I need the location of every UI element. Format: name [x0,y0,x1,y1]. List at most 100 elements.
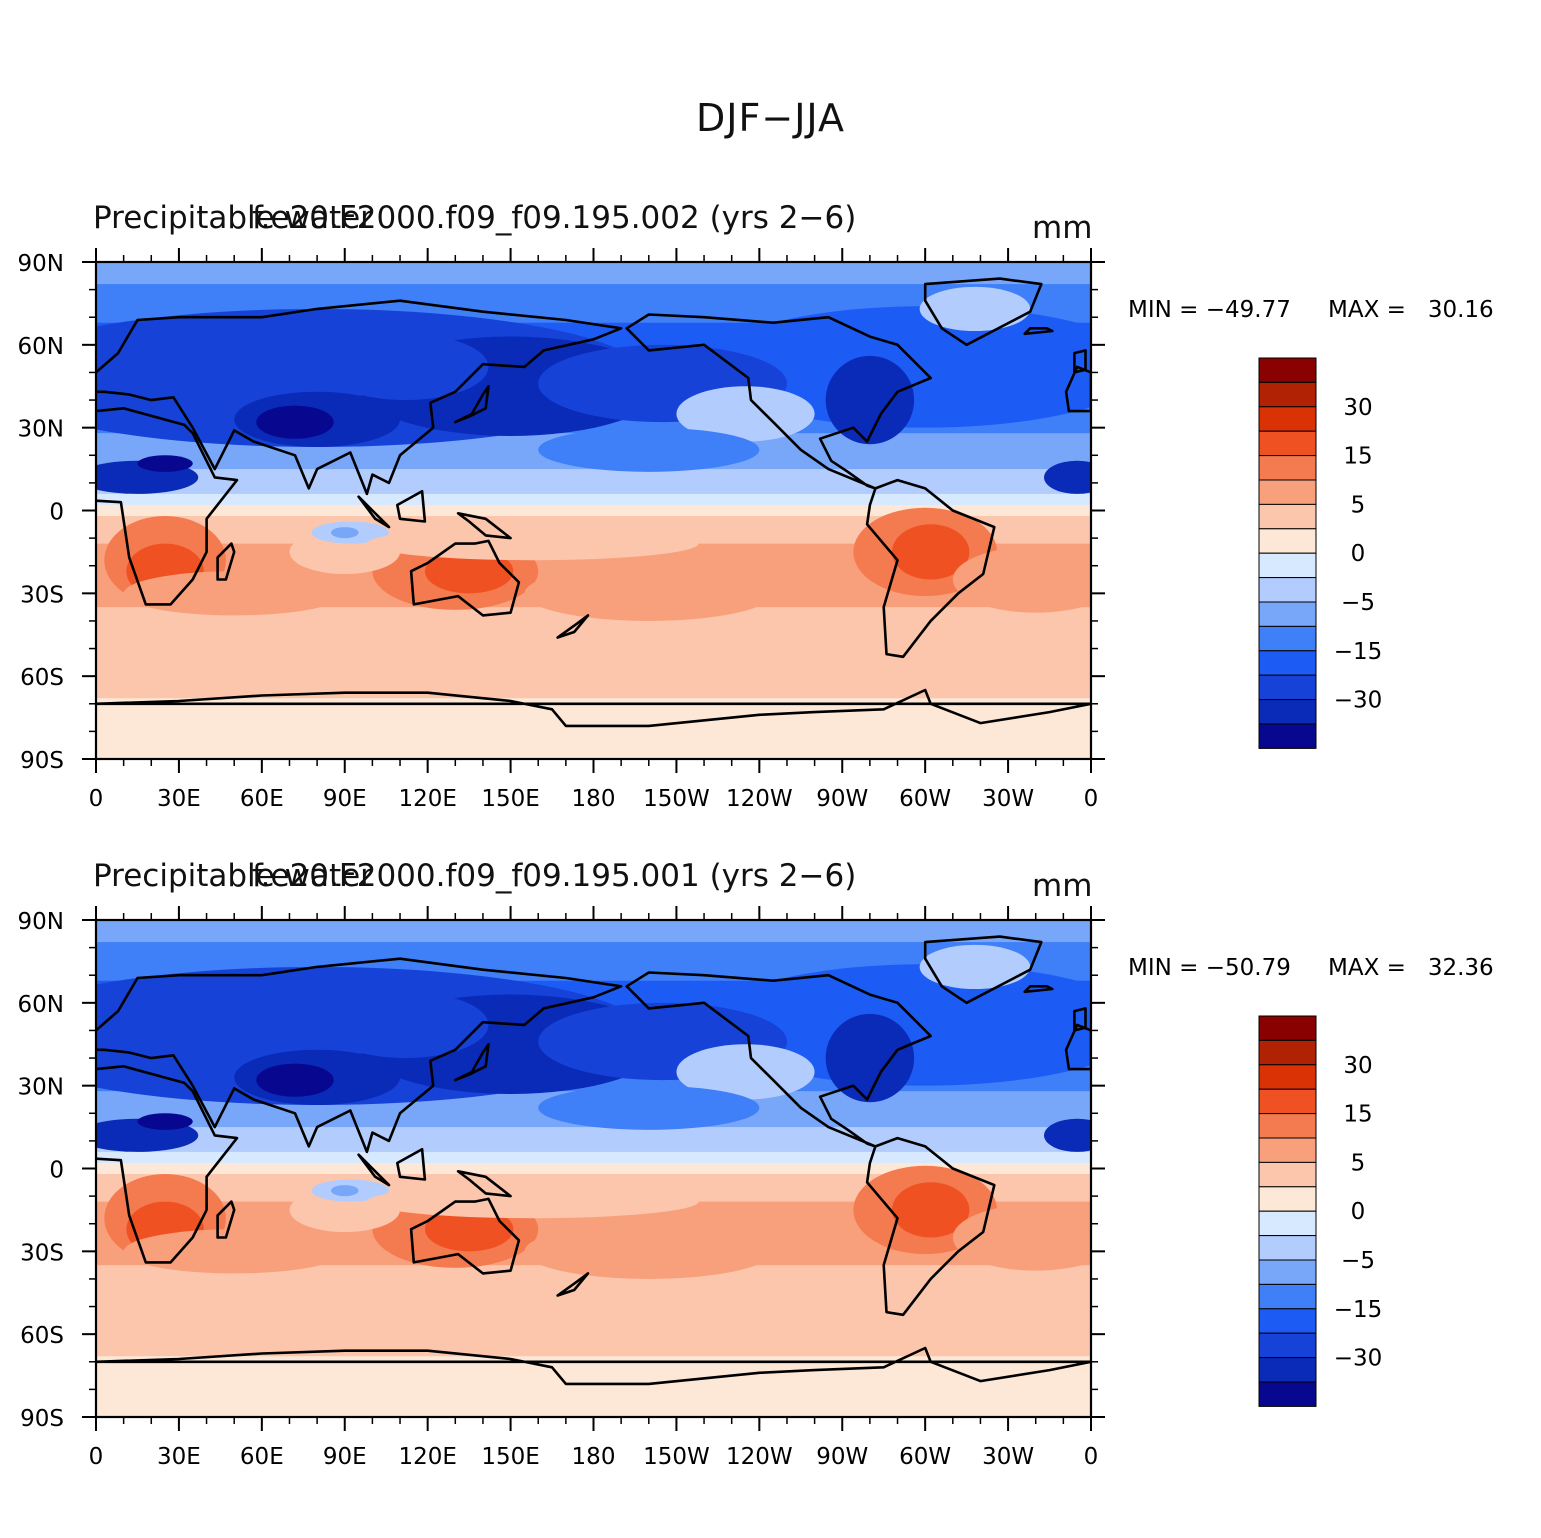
contour-band [96,1356,1091,1417]
x-tick-label: 0 [1084,786,1099,812]
map-plot: 0 30E 60E 90E 120E 150E 180 150W 120W 90W 60W 30W 09… [18,906,1494,1470]
colorbar-box [1258,1210,1317,1237]
colorbar-box [1258,357,1317,383]
coastline [625,971,932,1148]
contour-band [96,493,1091,506]
colorbar-box [1258,1283,1317,1310]
coastline [923,277,1043,347]
x-tick-label: 30E [157,786,201,812]
contour-region [330,1185,359,1197]
contour-band [96,469,1091,495]
x-tick-label: 180 [572,786,616,812]
x-tick-label: 0 [89,1444,104,1470]
contour-region [366,1185,699,1219]
contour-band [96,1328,1091,1357]
coastline [96,407,239,606]
y-tick-label: 90S [20,748,64,774]
min-value-label: MIN = −49.77 [1128,297,1291,323]
y-tick-label: 30S [20,582,64,608]
x-tick-label: 120W [726,1444,793,1470]
contour-band [96,920,1091,943]
contour-region [825,1013,915,1103]
contour-region [952,546,1091,613]
x-tick-label: 60E [240,1444,284,1470]
contour-region [919,944,1031,990]
x-tick-label: 30E [157,1444,201,1470]
contour-region [892,524,970,580]
contour-region [366,527,699,561]
y-tick-label: 0 [49,1158,64,1184]
contour-region [424,549,514,594]
coastline [96,299,623,496]
colorbar-box [1258,455,1317,481]
colorbar-label: −15 [1334,639,1383,665]
contour-region [256,1063,334,1097]
contour-region [137,1113,193,1130]
colorbar-label: 30 [1343,1053,1372,1079]
x-tick-label: 150E [481,1444,539,1470]
map-panel-bottom: Precipitable water f.e20.F2000.f09_f09.1… [0,858,1541,1498]
contour-region [322,333,489,401]
colorbar-label: −30 [1334,1346,1383,1372]
coastline [625,313,932,490]
contour-region [892,1182,970,1238]
y-tick-label: 60S [20,665,64,691]
contour-region [538,1085,760,1130]
contour-band [96,1292,1091,1330]
coastline [456,511,512,540]
colorbar-label: −5 [1341,1248,1375,1274]
contour-band [96,698,1091,759]
coastline [1073,349,1087,374]
coastline [454,385,490,424]
x-tick-label: 0 [1084,1444,1099,1470]
colorbar-box [1258,1088,1317,1115]
contour-band [96,670,1091,699]
y-tick-label: 60N [18,334,64,360]
colorbar-box [1258,528,1317,554]
colorbar-label: 5 [1351,492,1366,518]
panel-units: mm [1032,210,1093,246]
x-tick-label: 60E [240,786,284,812]
colorbar-label: −15 [1334,1297,1383,1323]
colorbar-box [1258,699,1317,725]
colorbar-box [1258,430,1317,457]
x-tick-label: 30W [982,786,1034,812]
contour-region [330,527,359,539]
contour-region [1044,460,1091,494]
coastline [454,1043,490,1082]
coastline [96,1065,239,1264]
colorbar-box [1258,650,1317,676]
y-tick-label: 90N [18,251,64,277]
contour-band [96,1151,1091,1164]
contour-region [524,1223,774,1279]
contour-region [825,355,915,445]
coastline [96,1346,1091,1386]
panel-variable-title: Precipitable water [93,858,373,894]
x-tick-label: 90E [323,786,367,812]
coastline [556,614,590,639]
x-tick-label: 60W [899,1444,951,1470]
x-tick-label: 120E [398,786,456,812]
coastline [357,1153,391,1187]
panel-case-title: f.e20.F2000.f09_f09.195.002 (yrs 2−6) [252,200,857,236]
contour-band [96,1162,1091,1175]
contour-region [123,571,345,616]
colorbar-box [1258,577,1317,603]
x-tick-label: 90W [816,786,868,812]
colorbar-box [1258,1113,1317,1139]
colorbar-label: 15 [1343,444,1372,470]
y-tick-label: 90N [18,909,64,935]
y-tick-label: 90S [20,1406,64,1432]
coastline [865,1136,996,1317]
x-tick-label: 150W [643,786,710,812]
x-tick-label: 0 [89,786,104,812]
x-tick-label: 150E [481,786,539,812]
coastline [96,957,623,1154]
contour-band [96,634,1091,672]
x-tick-label: 120E [398,1444,456,1470]
y-tick-label: 30N [18,1075,64,1101]
colorbar-box [1258,406,1317,432]
x-tick-label: 30W [982,1444,1034,1470]
colorbar-label: −30 [1334,688,1383,714]
colorbar-box [1258,674,1317,701]
